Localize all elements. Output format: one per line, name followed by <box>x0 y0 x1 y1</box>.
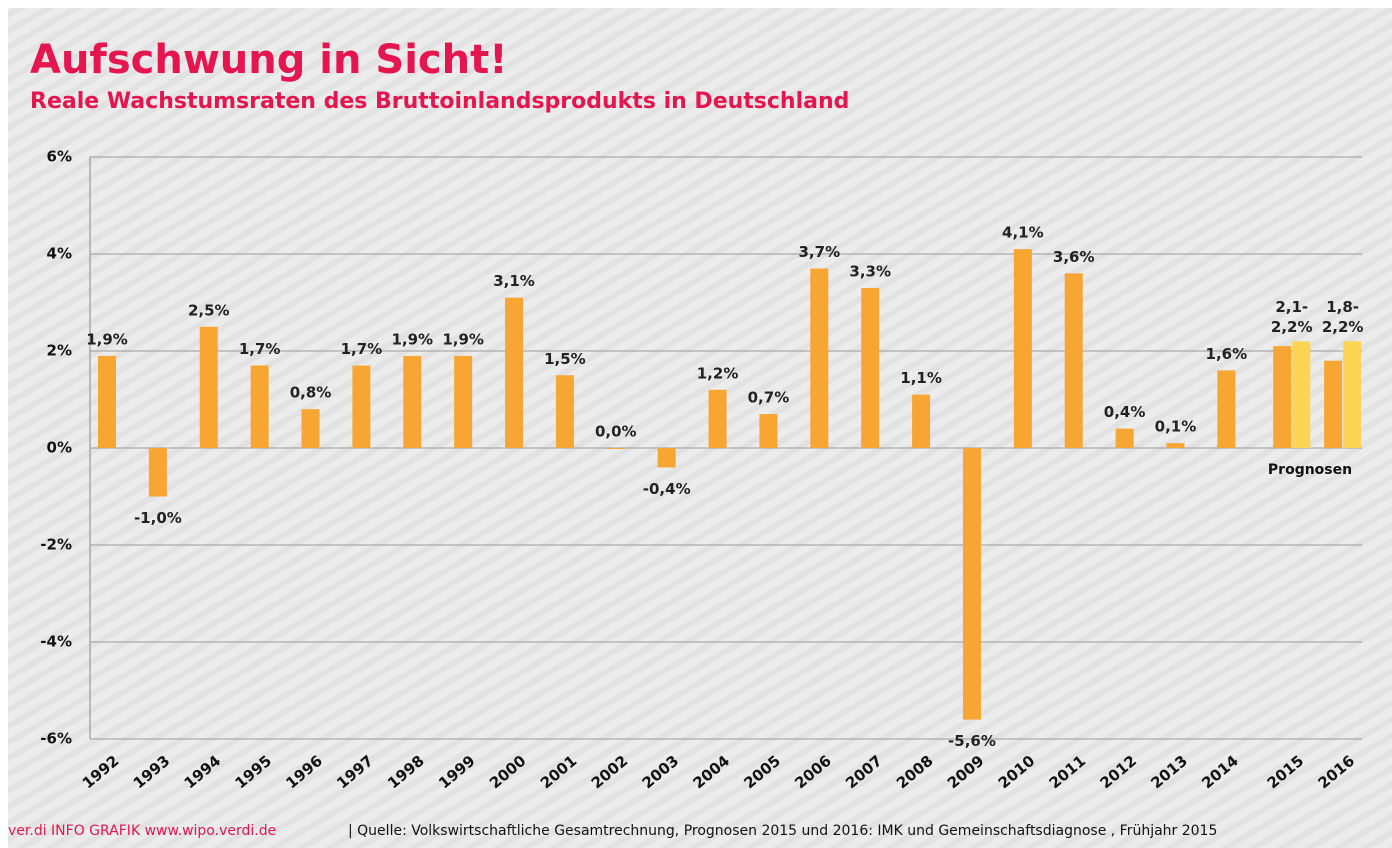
value-label: 3,1% <box>493 272 535 290</box>
y-tick-label: -6% <box>40 730 72 748</box>
value-label: -1,0% <box>134 509 182 527</box>
background <box>8 8 1392 848</box>
bar <box>606 448 625 449</box>
value-label: 1,5% <box>544 350 586 368</box>
bar <box>250 365 269 448</box>
bar <box>148 448 167 497</box>
bar <box>199 326 218 448</box>
y-tick-label: -4% <box>40 633 72 651</box>
value-label: 0,1% <box>1155 418 1197 436</box>
value-label: 2,5% <box>188 301 230 319</box>
annotation: Prognosen <box>1268 462 1352 478</box>
value-label: 0,4% <box>1104 403 1146 421</box>
bar <box>1013 249 1032 448</box>
value-label: -5,6% <box>948 732 996 750</box>
value-label: 1,8- <box>1326 298 1359 316</box>
bar <box>1115 428 1134 448</box>
value-label: 0,0% <box>595 423 637 441</box>
y-tick-label: -2% <box>40 536 72 554</box>
bar <box>301 409 320 448</box>
footer-source: ver.di INFO GRAFIK www.wipo.verdi.de <box>8 823 276 839</box>
value-label: 0,8% <box>290 384 332 402</box>
bar <box>1324 360 1343 448</box>
value-label: -0,4% <box>643 480 691 498</box>
value-label: 2,2% <box>1322 318 1364 336</box>
value-label: 1,2% <box>697 364 739 382</box>
value-label: 2,2% <box>1271 318 1313 336</box>
bar <box>657 448 676 468</box>
bar <box>810 268 829 448</box>
bar <box>505 297 524 448</box>
value-label: 1,9% <box>442 330 484 348</box>
bar <box>1166 443 1185 448</box>
chart-title: Aufschwung in Sicht! <box>30 37 507 83</box>
chart-subtitle: Reale Wachstumsraten des Bruttoinlandspr… <box>30 89 849 114</box>
value-label: 3,7% <box>799 243 841 261</box>
footer-note: | Quelle: Volkswirtschaftliche Gesamtrec… <box>348 823 1217 839</box>
value-label: 1,7% <box>341 340 383 358</box>
y-tick-label: 2% <box>47 342 72 360</box>
bar <box>1217 370 1236 448</box>
bar <box>98 355 116 448</box>
value-label: 4,1% <box>1002 224 1044 242</box>
y-tick-label: 4% <box>47 245 72 263</box>
y-tick-label: 0% <box>47 439 72 457</box>
bar <box>1064 273 1083 448</box>
value-label: 2,1- <box>1275 298 1308 316</box>
bar <box>1292 341 1311 448</box>
bar <box>912 394 931 448</box>
bar <box>708 389 727 448</box>
bar <box>352 365 371 448</box>
bar <box>555 375 574 448</box>
value-label: 1,9% <box>391 330 433 348</box>
value-label: 1,7% <box>239 340 281 358</box>
bar <box>861 287 880 448</box>
value-label: 0,7% <box>748 389 790 407</box>
bar <box>403 355 422 448</box>
bar <box>759 414 778 448</box>
bar <box>454 355 473 448</box>
value-label: 1,6% <box>1206 345 1248 363</box>
value-label: 1,1% <box>900 369 942 387</box>
bar <box>962 448 981 720</box>
bar <box>1343 341 1362 448</box>
y-tick-label: 6% <box>47 148 72 166</box>
value-label: 3,3% <box>849 262 891 280</box>
bar <box>1273 346 1292 448</box>
value-label: 1,9% <box>86 330 128 348</box>
value-label: 3,6% <box>1053 248 1095 266</box>
